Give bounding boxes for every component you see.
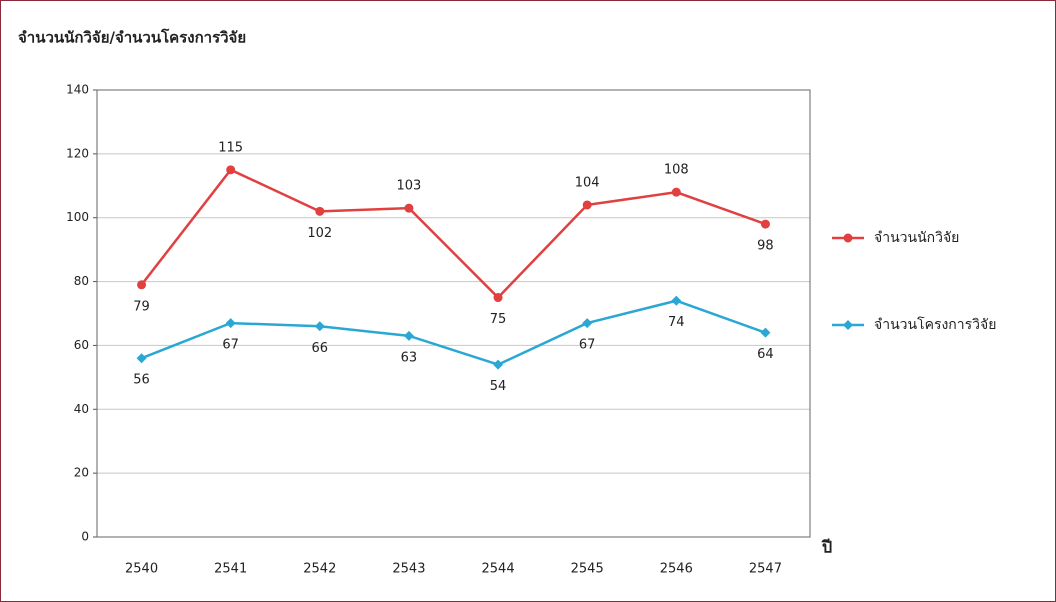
data-label: 63 xyxy=(401,350,418,365)
marker xyxy=(493,293,503,303)
x-tick-label: 2547 xyxy=(749,562,782,577)
y-tick-label: 40 xyxy=(74,402,89,416)
y-tick-label: 80 xyxy=(74,274,89,288)
y-tick-label: 100 xyxy=(66,210,89,224)
marker xyxy=(226,165,236,175)
marker xyxy=(582,200,592,210)
x-tick-label: 2545 xyxy=(571,562,604,577)
data-label: 104 xyxy=(575,175,600,190)
data-label: 64 xyxy=(757,347,774,362)
marker xyxy=(137,280,147,290)
x-tick-label: 2541 xyxy=(214,562,247,577)
data-label: 79 xyxy=(133,299,150,314)
y-tick-label: 120 xyxy=(66,146,89,160)
marker xyxy=(493,359,504,370)
marker xyxy=(760,327,771,338)
marker xyxy=(671,295,682,306)
legend-label: จำนวนนักวิจัย xyxy=(874,230,959,246)
x-tick-label: 2544 xyxy=(482,562,515,577)
data-label: 103 xyxy=(397,179,422,194)
x-tick-label: 2542 xyxy=(303,562,336,577)
data-label: 56 xyxy=(133,373,150,388)
y-tick-label: 60 xyxy=(74,338,89,352)
marker xyxy=(315,206,325,216)
x-tick-label: 2543 xyxy=(392,562,425,577)
series-line xyxy=(140,168,766,300)
marker xyxy=(671,187,681,197)
legend-marker xyxy=(843,320,853,330)
legend-label: จำนวนโครงการวิจัย xyxy=(874,316,996,333)
data-label: 74 xyxy=(668,315,685,330)
x-tick-label: 2546 xyxy=(660,562,693,577)
data-label: 54 xyxy=(490,379,507,394)
marker xyxy=(582,318,593,329)
marker xyxy=(760,219,770,229)
data-label: 108 xyxy=(664,163,689,178)
chart-title: จำนวนนักวิจัย/จำนวนโครงการวิจัย xyxy=(18,28,246,47)
data-label: 67 xyxy=(579,338,596,353)
data-label: 98 xyxy=(757,239,774,254)
legend-marker xyxy=(843,233,853,243)
data-label: 67 xyxy=(222,338,239,353)
marker xyxy=(314,321,325,332)
data-label: 75 xyxy=(490,312,507,327)
data-label: 102 xyxy=(307,226,332,241)
marker xyxy=(136,353,147,364)
x-axis-label: ปี xyxy=(821,538,833,557)
series-line xyxy=(141,299,766,366)
x-tick-label: 2540 xyxy=(125,562,158,577)
data-label: 115 xyxy=(218,140,243,155)
plot-border xyxy=(96,89,811,538)
y-tick-label: 140 xyxy=(66,83,89,97)
marker xyxy=(403,330,414,341)
marker xyxy=(404,203,414,213)
y-tick-label: 20 xyxy=(74,466,89,480)
data-label: 66 xyxy=(312,341,329,356)
y-tick-label: 0 xyxy=(81,530,89,544)
marker xyxy=(225,318,236,329)
